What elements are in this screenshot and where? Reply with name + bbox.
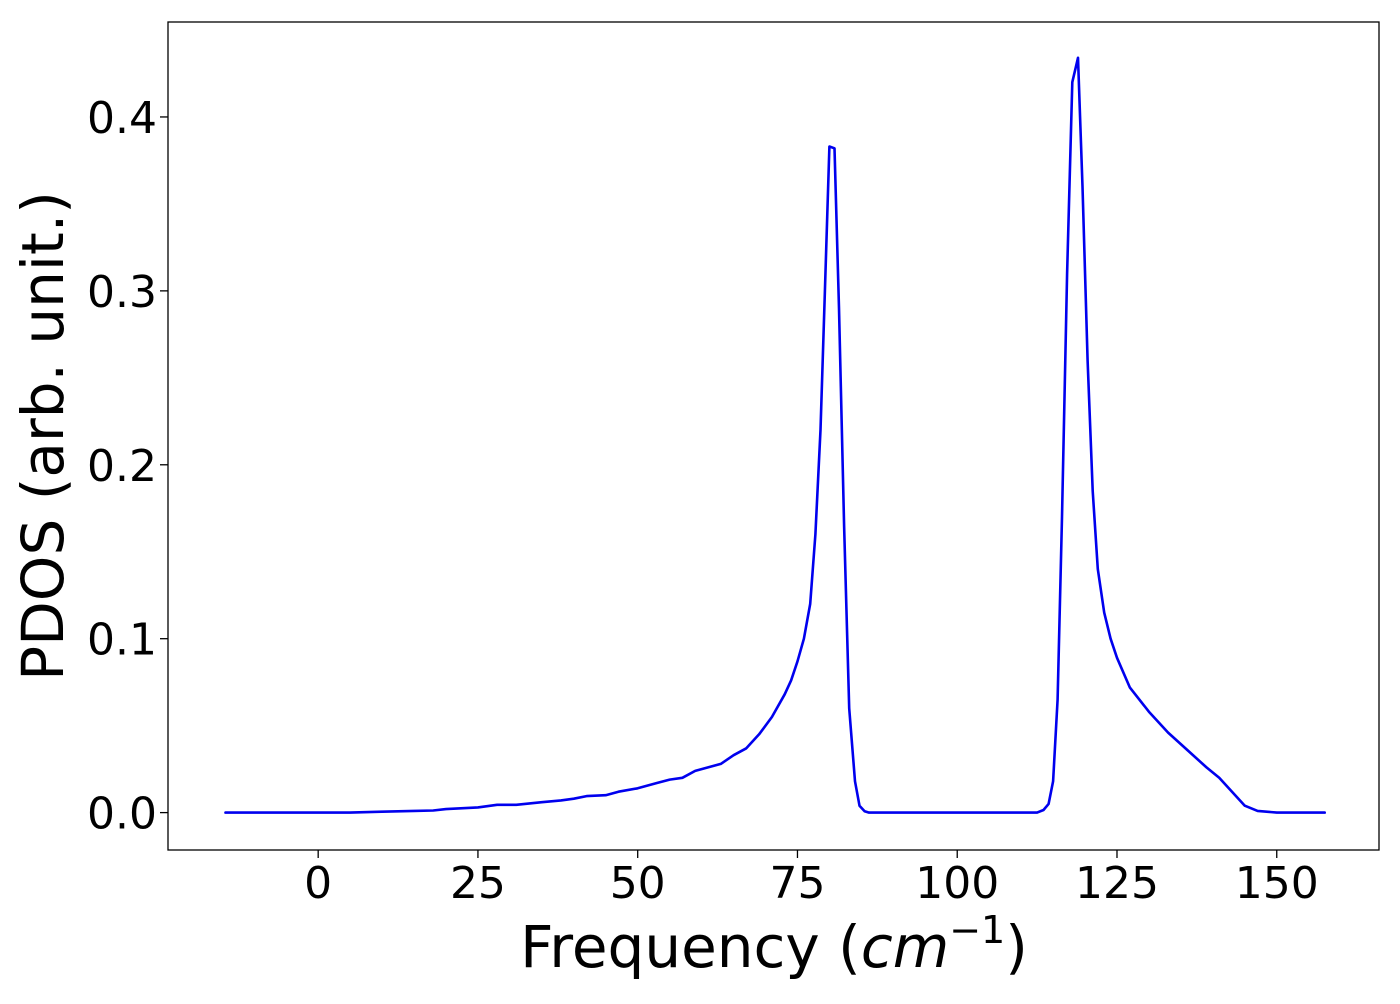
y-tick-label: 0.0: [87, 789, 157, 840]
x-axis-label: Frequency (cm−1): [520, 908, 1028, 981]
x-axis-label-exponent: −1: [949, 908, 1005, 952]
x-tick-label: 25: [450, 858, 506, 909]
x-axis-label-close: ): [1005, 913, 1028, 981]
plot-area: [224, 56, 1326, 814]
pdos-series-line: [224, 56, 1326, 814]
y-tick-label: 0.2: [87, 441, 157, 492]
x-tick-label: 100: [915, 858, 999, 909]
axes-frame: [167, 21, 1380, 851]
y-axis-label: PDOS (arb. unit.): [9, 191, 77, 681]
x-axis-label-unit: cm: [861, 913, 949, 981]
y-tick-label: 0.4: [87, 93, 157, 144]
x-tick-label: 150: [1235, 858, 1319, 909]
x-tick-label: 75: [769, 858, 825, 909]
x-tick-label: 50: [610, 858, 666, 909]
x-axis-ticks: 0 25 50 75 100 125 150: [304, 850, 1319, 909]
x-tick-label: 0: [304, 858, 332, 909]
y-axis-ticks: 0.0 0.1 0.2 0.3 0.4: [87, 93, 168, 840]
y-tick-label: 0.3: [87, 267, 157, 318]
x-axis-label-text: Frequency (: [520, 913, 861, 981]
x-tick-label: 125: [1075, 858, 1159, 909]
y-tick-label: 0.1: [87, 615, 157, 666]
